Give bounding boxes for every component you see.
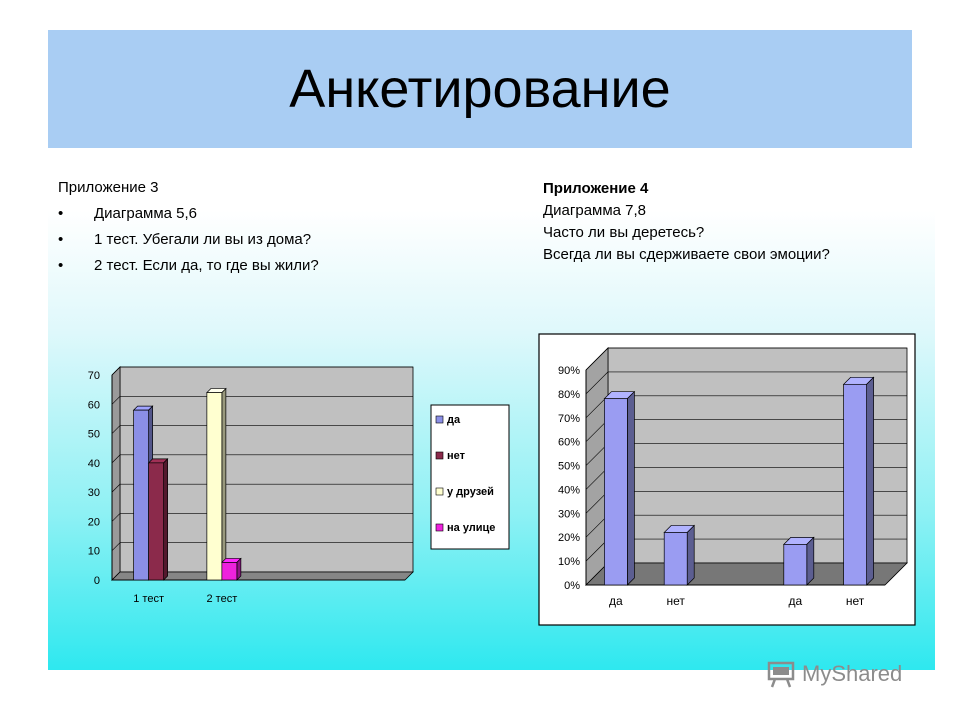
legend-label: да [447, 414, 461, 426]
left-bullet-item: • 2 тест. Если да, то где вы жили? [58, 253, 319, 279]
bullet-symbol: • [58, 205, 64, 222]
legend-label: нет [447, 450, 466, 462]
left-text-block: Приложение 3 • Диаграмма 5,6 • 1 тест. У… [58, 175, 319, 279]
gridline [111, 513, 121, 522]
legend-swatch [435, 451, 444, 460]
bar-front [206, 392, 223, 581]
legend-swatch [435, 415, 444, 424]
gridline [111, 483, 121, 493]
y-tick-label: 10 [88, 546, 100, 558]
right-line: Часто ли вы деретесь? [543, 224, 705, 241]
bar [147, 458, 169, 581]
y-tick-label: 50 [88, 429, 100, 441]
gridline [111, 425, 121, 434]
bar [221, 557, 242, 581]
left-heading: Приложение 3 [58, 179, 159, 196]
side-wall [111, 366, 121, 581]
left-bullet-text: Диаграмма 5,6 [94, 205, 198, 222]
bar-side [163, 458, 168, 581]
watermark-text: MyShared [802, 661, 903, 686]
gridline [111, 396, 121, 405]
y-tick-label: 20 [88, 516, 100, 528]
right-line: Диаграмма 7,8 [543, 202, 647, 219]
right-line: Всегда ли вы сдерживаете свои эмоции? [543, 246, 830, 263]
bar-side [236, 557, 242, 581]
x-tick-label: 2 тест [207, 593, 238, 605]
legend-swatch [435, 523, 444, 532]
legend-label: на улице [447, 522, 495, 534]
bullet-symbol: • [58, 231, 64, 248]
left-bullet-item: • 1 тест. Убегали ли вы из дома? [58, 227, 319, 253]
bar-front [221, 562, 238, 581]
title-bar: Анкетирование [48, 30, 912, 148]
legend-label: у друзей [447, 486, 494, 498]
y-tick-label: 30 [88, 487, 100, 499]
y-tick-label: 40 [88, 458, 100, 470]
left-bullet-text: 2 тест. Если да, то где вы жили? [94, 257, 319, 274]
bar-front [148, 462, 164, 581]
chalkboard-icon [767, 661, 795, 688]
right-heading: Приложение 4 [543, 180, 649, 197]
watermark: MyShared [766, 656, 926, 692]
left-bullet-text: 1 тест. Убегали ли вы из дома? [94, 231, 312, 248]
legend-swatch [435, 487, 444, 496]
left-bullet-item: • Диаграмма 5,6 [58, 201, 319, 227]
gridline [111, 542, 121, 551]
y-tick-label: 0 [94, 575, 100, 587]
gridline [111, 366, 121, 376]
slide-title: Анкетирование [289, 59, 671, 119]
y-tick-label: 70 [88, 370, 100, 382]
bullet-symbol: • [58, 257, 64, 274]
x-tick-label: 1 тест [133, 593, 164, 605]
bar [206, 387, 227, 581]
bar-side [221, 387, 227, 581]
bar-front [133, 409, 149, 581]
right-text-block: Приложение 4 Диаграмма 7,8 Часто ли вы д… [543, 178, 830, 266]
y-tick-label: 60 [88, 399, 100, 411]
legend-box [430, 404, 510, 550]
gridline [111, 454, 121, 464]
